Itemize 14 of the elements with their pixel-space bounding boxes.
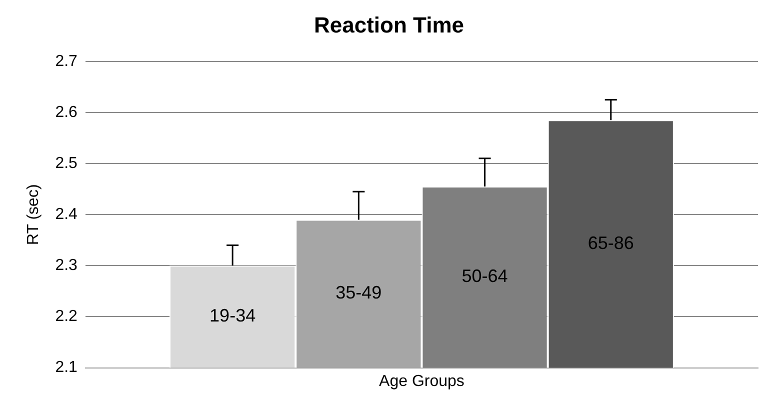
x-axis-title: Age Groups: [379, 372, 464, 390]
y-tick-label: 2.3: [55, 257, 78, 274]
series-label: 65-86: [588, 232, 634, 253]
chart-title: Reaction Time: [314, 12, 464, 38]
y-tick-label: 2.4: [55, 206, 78, 224]
y-tick-label: 2.6: [55, 104, 78, 121]
y-tick-label: 2.1: [55, 359, 78, 376]
series-label: 35-49: [336, 282, 382, 303]
series-label: 50-64: [462, 266, 508, 286]
y-tick-label: 2.7: [55, 52, 78, 70]
series-label: 19-34: [210, 306, 256, 326]
y-axis-title: RT (sec): [25, 184, 42, 245]
y-tick-label: 2.2: [55, 308, 78, 326]
y-tick-label: 2.5: [55, 154, 78, 172]
